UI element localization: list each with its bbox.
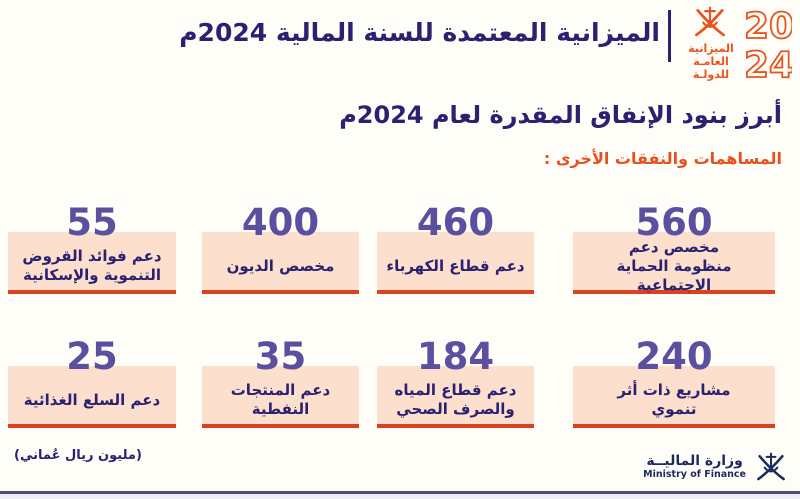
stat-label: مشاريع ذات أثر تنموي — [617, 381, 731, 418]
state-budget-2024-logo: الميزانية العامـة للدولـة 20 24 — [678, 5, 792, 89]
stat-card-box: مخصص دعم منظومة الحماية الاجتماعية — [573, 232, 775, 294]
stat-value: 184 — [416, 335, 495, 378]
stat-card-box: دعم فوائد القروض التنموية والإسكانية — [8, 232, 176, 294]
stat-card-box: مخصص الديون — [202, 232, 359, 294]
title-divider-bar — [668, 10, 671, 62]
stat-value: 35 — [254, 335, 307, 378]
stat-card-box: دعم قطاع المياه والصرف الصحي — [377, 366, 534, 428]
stat-value: 560 — [635, 201, 713, 244]
stat-card-development-impact-projects: 240 مشاريع ذات أثر تنموي — [573, 338, 775, 428]
stat-value: 240 — [635, 335, 713, 378]
stat-label: دعم فوائد القروض التنموية والإسكانية — [22, 247, 162, 284]
logo-caption-line: للدولـة — [692, 68, 730, 81]
stat-label: مخصص دعم منظومة الحماية الاجتماعية — [616, 237, 732, 294]
logo-caption-line: الميزانية — [688, 42, 734, 55]
stat-card-electricity-support: 460 دعم قطاع الكهرباء — [377, 204, 534, 294]
section-subtitle: أبرز بنود الإنفاق المقدرة لعام 2024م — [339, 101, 782, 129]
unit-note: (مليون ريال عُماني) — [14, 448, 142, 463]
oman-khanjar-emblem-icon — [695, 6, 725, 37]
stat-value: 25 — [66, 335, 118, 378]
logo-year-bottom: 24 — [746, 45, 792, 86]
page-title: الميزانية المعتمدة للسنة المالية 2024م — [179, 18, 660, 47]
stat-card-box: دعم قطاع الكهرباء — [377, 232, 534, 294]
stat-card-oil-products-support: 35 دعم المنتجات النفطية — [202, 338, 359, 428]
logo-caption: الميزانية العامـة للدولـة — [678, 42, 744, 81]
category-label: المساهمات والنفقات الأخرى : — [543, 149, 782, 168]
ministry-name-english: Ministry of Finance — [643, 469, 746, 480]
logo-year-2024: 20 24 — [746, 5, 792, 87]
stat-value: 460 — [416, 201, 495, 244]
footer-strip — [0, 494, 800, 499]
stat-label: دعم المنتجات النفطية — [230, 381, 331, 418]
stat-card-social-protection-support: 560 مخصص دعم منظومة الحماية الاجتماعية — [573, 204, 775, 294]
stat-value: 55 — [66, 201, 118, 244]
logo-year-top: 20 — [746, 6, 792, 47]
stat-value: 400 — [241, 201, 320, 244]
stat-card-box: مشاريع ذات أثر تنموي — [573, 366, 775, 428]
stat-card-box: دعم المنتجات النفطية — [202, 366, 359, 428]
stat-card-water-sewage-support: 184 دعم قطاع المياه والصرف الصحي — [377, 338, 534, 428]
stat-card-debt-allocation: 400 مخصص الديون — [202, 204, 359, 294]
oman-khanjar-emblem-icon — [757, 452, 785, 481]
logo-caption-line: العامـة — [693, 55, 729, 68]
ministry-name: وزارة الماليــة Ministry of Finance — [643, 453, 746, 481]
stat-label: دعم قطاع الكهرباء — [386, 256, 525, 275]
stat-card-box: دعم السلع الغذائية — [8, 366, 176, 428]
footer-divider-line — [0, 491, 800, 494]
stat-card-food-commodities-support: 25 دعم السلع الغذائية — [8, 338, 176, 428]
stat-card-loan-interest-support: 55 دعم فوائد القروض التنموية والإسكانية — [8, 204, 176, 294]
stat-label: دعم السلع الغذائية — [23, 390, 161, 409]
stat-label: دعم قطاع المياه والصرف الصحي — [394, 381, 517, 418]
ministry-name-arabic: وزارة الماليــة — [646, 453, 743, 469]
stat-label: مخصص الديون — [226, 256, 335, 275]
ministry-of-finance-logo: وزارة الماليــة Ministry of Finance — [643, 450, 790, 484]
